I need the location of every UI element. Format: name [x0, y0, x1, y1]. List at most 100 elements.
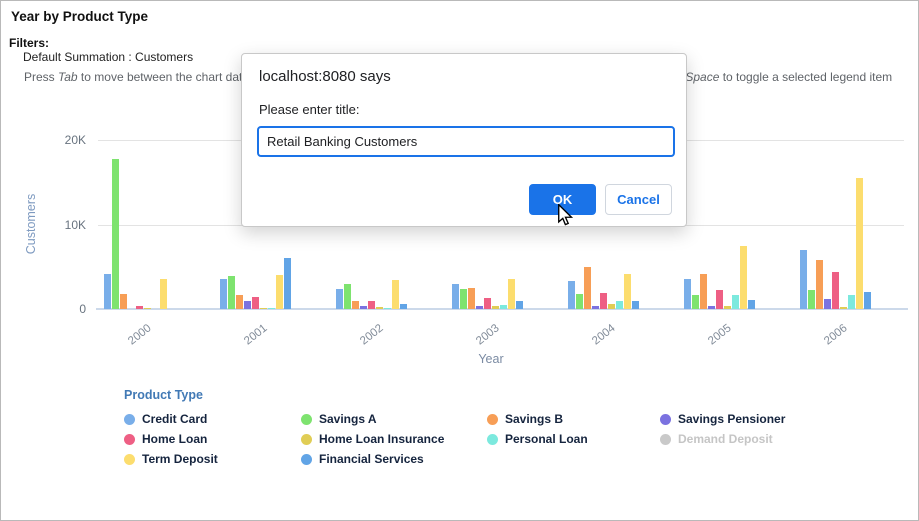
legend-item[interactable]: Financial Services [301, 451, 424, 467]
bar[interactable] [284, 258, 291, 309]
bar[interactable] [384, 308, 391, 309]
legend-item[interactable]: Credit Card [124, 411, 207, 427]
bar[interactable] [352, 301, 359, 309]
legend-marker-icon [660, 433, 671, 445]
x-axis-label: 2000 [126, 322, 154, 348]
legend-item[interactable]: Savings B [487, 411, 563, 427]
bar[interactable] [376, 307, 383, 309]
bar[interactable] [144, 308, 151, 309]
bar[interactable] [112, 159, 119, 309]
filters-label: Filters: [9, 36, 50, 50]
bar[interactable] [700, 274, 707, 309]
bar[interactable] [468, 288, 475, 309]
x-axis-label: 2004 [590, 322, 618, 348]
bar[interactable] [392, 280, 399, 309]
dialog-prompt-label: Please enter title: [259, 102, 360, 117]
x-axis-title: Year [478, 352, 504, 366]
legend-item[interactable]: Home Loan [124, 431, 207, 447]
legend-item-label: Home Loan Insurance [319, 432, 445, 446]
bar[interactable] [104, 274, 111, 309]
bar[interactable] [864, 292, 871, 309]
legend-marker-icon [124, 413, 135, 425]
bar[interactable] [708, 306, 715, 309]
hint-text: Press [24, 70, 59, 84]
filter-summary: Default Summation : Customers [23, 50, 194, 64]
bar[interactable] [368, 301, 375, 309]
bar[interactable] [336, 289, 343, 309]
x-axis-label: 2005 [706, 322, 734, 348]
bar[interactable] [484, 298, 491, 309]
bar[interactable] [236, 295, 243, 309]
bar[interactable] [228, 276, 235, 309]
bar[interactable] [268, 308, 275, 309]
bar[interactable] [460, 289, 467, 309]
legend-marker-icon [124, 453, 135, 465]
bar[interactable] [808, 290, 815, 309]
hint-text: to move between the chart data, le [77, 70, 266, 84]
legend-marker-icon [660, 413, 671, 425]
legend-marker-icon [487, 433, 498, 445]
page-title: Year by Product Type [11, 9, 149, 24]
bar[interactable] [848, 295, 855, 309]
title-input[interactable] [257, 126, 675, 157]
bar[interactable] [816, 260, 823, 309]
bar[interactable] [716, 290, 723, 309]
bar[interactable] [360, 306, 367, 309]
bar[interactable] [244, 301, 251, 309]
bar[interactable] [452, 284, 459, 309]
bar[interactable] [632, 301, 639, 309]
bar[interactable] [492, 306, 499, 309]
bar[interactable] [684, 279, 691, 309]
bar[interactable] [832, 272, 839, 309]
legend-item-label: Financial Services [319, 452, 424, 466]
bar[interactable] [748, 300, 755, 309]
hint-text: to toggle a selected legend item [719, 70, 893, 84]
bar[interactable] [616, 301, 623, 309]
legend-item[interactable]: Personal Loan [487, 431, 588, 447]
bar[interactable] [120, 294, 127, 309]
bar[interactable] [260, 308, 267, 309]
legend-item[interactable]: Savings A [301, 411, 377, 427]
bar[interactable] [136, 306, 143, 309]
bar[interactable] [584, 267, 591, 309]
bar[interactable] [856, 178, 863, 309]
legend-item-label: Demand Deposit [678, 432, 773, 446]
bar[interactable] [276, 275, 283, 309]
bar[interactable] [508, 279, 515, 309]
bar[interactable] [476, 306, 483, 309]
bar[interactable] [592, 306, 599, 309]
hint-key: Space [685, 70, 720, 84]
bar[interactable] [800, 250, 807, 309]
legend-item[interactable]: Demand Deposit [660, 431, 773, 447]
bar[interactable] [252, 297, 259, 309]
bar[interactable] [840, 307, 847, 309]
legend-item[interactable]: Savings Pensioner [660, 411, 785, 427]
x-axis-label: 2006 [822, 322, 850, 348]
bar[interactable] [740, 246, 747, 309]
bar[interactable] [824, 299, 831, 309]
legend-marker-icon [124, 433, 135, 445]
bar[interactable] [608, 304, 615, 309]
legend-item-label: Savings B [505, 412, 564, 426]
mouse-cursor-icon [558, 204, 574, 226]
bar[interactable] [344, 284, 351, 309]
legend-item-label: Home Loan [142, 432, 208, 446]
bar[interactable] [724, 306, 731, 309]
dialog-source-title: localhost:8080 says [259, 68, 391, 85]
bar[interactable] [516, 301, 523, 309]
bar[interactable] [500, 305, 507, 309]
bar[interactable] [568, 281, 575, 309]
bar[interactable] [624, 274, 631, 309]
bar[interactable] [400, 304, 407, 309]
bar[interactable] [576, 294, 583, 309]
bar[interactable] [600, 293, 607, 309]
keyboard-hint-left: Press Tab to move between the chart data… [24, 70, 265, 84]
bar[interactable] [220, 279, 227, 309]
y-tick-label: 0 [79, 302, 86, 316]
legend-item[interactable]: Term Deposit [124, 451, 218, 467]
bar[interactable] [160, 279, 167, 309]
bar[interactable] [692, 295, 699, 309]
legend-item[interactable]: Home Loan Insurance [301, 431, 444, 447]
bar[interactable] [732, 295, 739, 309]
cancel-button[interactable]: Cancel [605, 184, 672, 215]
